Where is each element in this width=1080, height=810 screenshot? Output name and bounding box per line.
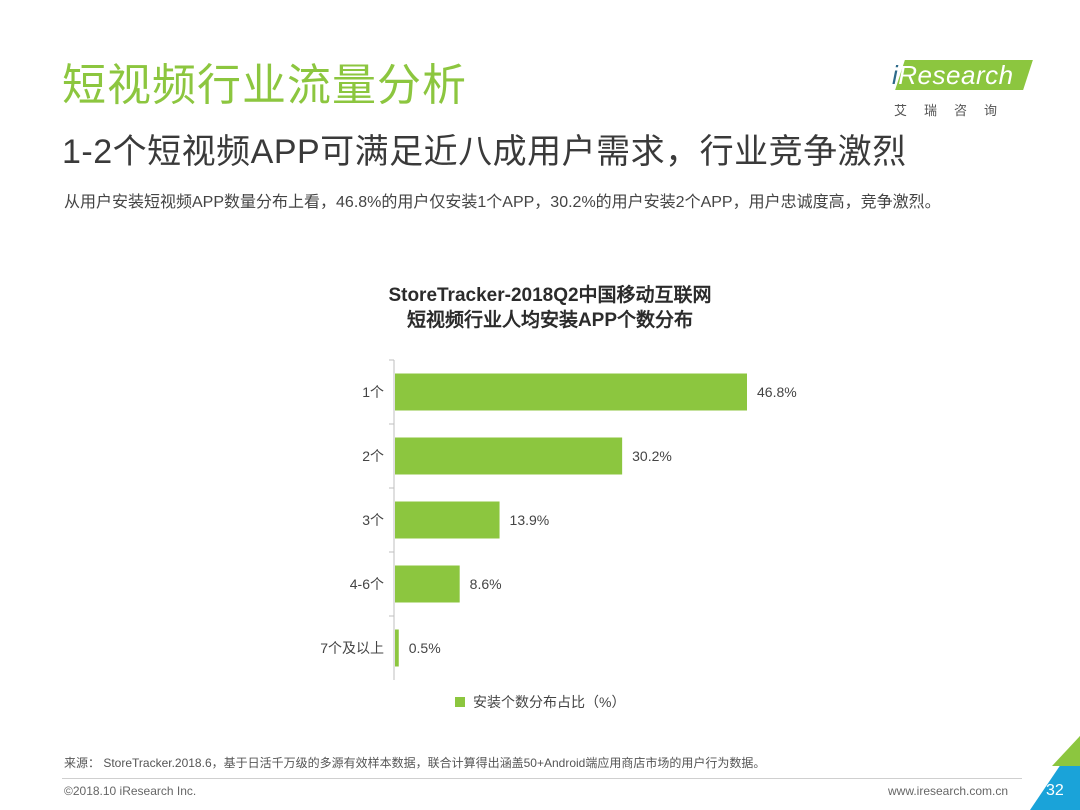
source-note: 来源： StoreTracker.2018.6，基于日活千万级的多源有效样本数据…	[64, 756, 766, 770]
value-label: 0.5%	[409, 640, 441, 656]
page-subtitle: 1-2个短视频APP可满足近八成用户需求，行业竞争激烈	[62, 133, 907, 171]
logo-subtitle: 艾瑞咨询	[894, 103, 1015, 118]
chart-title-line-2: 短视频行业人均安装APP个数分布	[406, 310, 694, 331]
category-label: 7个及以上	[320, 640, 384, 656]
category-label: 3个	[362, 512, 384, 528]
page-number: 32	[1046, 782, 1064, 799]
value-label: 13.9%	[510, 512, 550, 528]
value-label: 8.6%	[470, 576, 502, 592]
chart-title: StoreTracker-2018Q2中国移动互联网 短视频行业人均安装APP个…	[300, 283, 800, 333]
copyright: ©2018.10 iResearch Inc.	[64, 784, 197, 798]
bar-1	[395, 437, 623, 475]
category-label: 4-6个	[350, 576, 384, 592]
chart-legend: 安装个数分布占比（%）	[455, 692, 625, 712]
corner-decoration	[1030, 736, 1080, 810]
footer-divider	[62, 778, 1022, 779]
iresearch-logo: iResearch 艾瑞咨询	[870, 56, 1033, 126]
website-link[interactable]: www.iresearch.com.cn	[888, 784, 1009, 798]
value-label: 46.8%	[757, 384, 797, 400]
category-label: 1个	[362, 384, 384, 400]
page-title: 短视频行业流量分析	[62, 61, 467, 110]
summary-text: 从用户安装短视频APP数量分布上看，46.8%的用户仅安装1个APP，30.2%…	[64, 194, 941, 211]
logo-text: iResearch	[892, 60, 1014, 90]
legend-label: 安装个数分布占比（%）	[473, 694, 626, 710]
logo-i: i	[892, 60, 899, 90]
chart-title-line-1: StoreTracker-2018Q2中国移动互联网	[388, 285, 712, 306]
bar-2	[395, 501, 500, 539]
legend-swatch	[455, 697, 465, 707]
logo-word: Research	[898, 60, 1014, 90]
value-label: 30.2%	[632, 448, 672, 464]
bar-0	[395, 373, 747, 411]
bar-3	[395, 565, 460, 603]
category-label: 2个	[362, 448, 384, 464]
bar-4	[395, 629, 399, 667]
